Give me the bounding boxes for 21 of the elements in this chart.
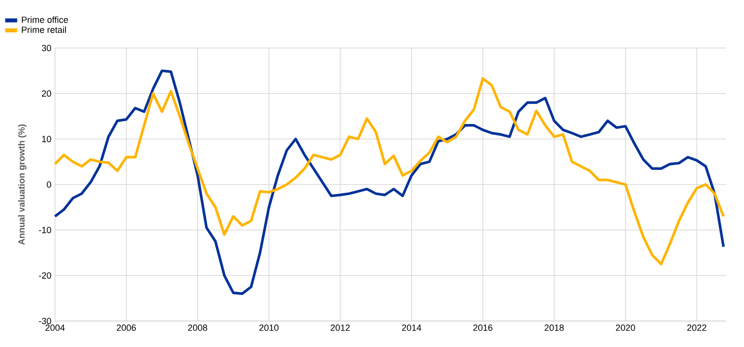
x-tick-label: 2004 — [45, 324, 65, 331]
x-tick-label: 2008 — [188, 324, 208, 331]
y-tick-label: 10 — [42, 136, 52, 142]
line-series — [54, 69, 725, 295]
y-axis-title: Annual valuation growth (%) — [18, 124, 26, 245]
legend-label: Prime retail — [22, 26, 66, 33]
x-tick-label: 2016 — [473, 324, 492, 331]
y-tick-label: -20 — [38, 272, 52, 279]
x-tick-label: 2010 — [259, 324, 279, 331]
x-tick-label: 2020 — [616, 324, 636, 331]
y-tick-label: 20 — [42, 90, 52, 97]
legend-label: Prime office — [22, 16, 68, 23]
x-tick-label: 2012 — [330, 324, 350, 331]
x-tick-label: 2014 — [402, 324, 422, 331]
y-tick-label: -30 — [38, 318, 52, 324]
y-tick-label: 0 — [46, 181, 52, 188]
x-tick-label: 2006 — [116, 324, 136, 331]
x-tick-label: 2018 — [544, 324, 564, 331]
y-tick-label: 30 — [42, 44, 52, 52]
y-tick-label: -10 — [38, 226, 52, 234]
x-tick-label: 2022 — [687, 324, 706, 331]
